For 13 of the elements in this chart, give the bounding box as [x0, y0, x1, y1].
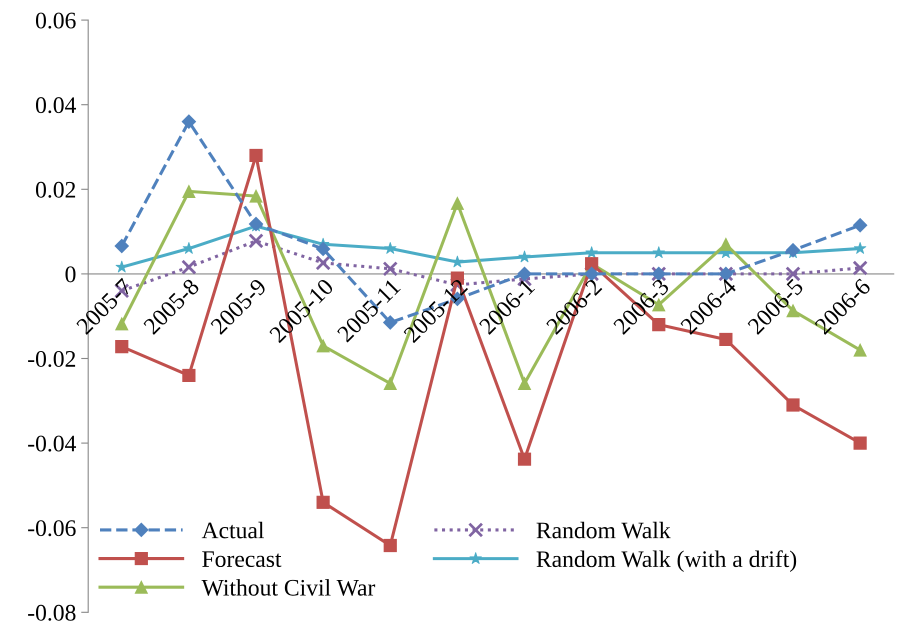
- y-tick-label: 0.04: [36, 97, 76, 114]
- y-tick-label: 0: [65, 266, 76, 282]
- y-tick-label: 0.02: [36, 182, 76, 198]
- y-tick-label: -0.02: [28, 350, 76, 368]
- y-tick-label: -0.08: [28, 604, 76, 621]
- y-tick-label: -0.04: [28, 436, 76, 452]
- y-tick-label: 0.06: [36, 12, 76, 29]
- y-tick-label: -0.06: [28, 520, 76, 536]
- legend-label: Forecast: [202, 551, 282, 568]
- legend-label: Random Walk: [536, 522, 671, 539]
- legend-label: Without Civil War: [202, 579, 376, 596]
- legend-label: Actual: [202, 522, 264, 538]
- legend-label: Random Walk (with a drift): [536, 550, 796, 572]
